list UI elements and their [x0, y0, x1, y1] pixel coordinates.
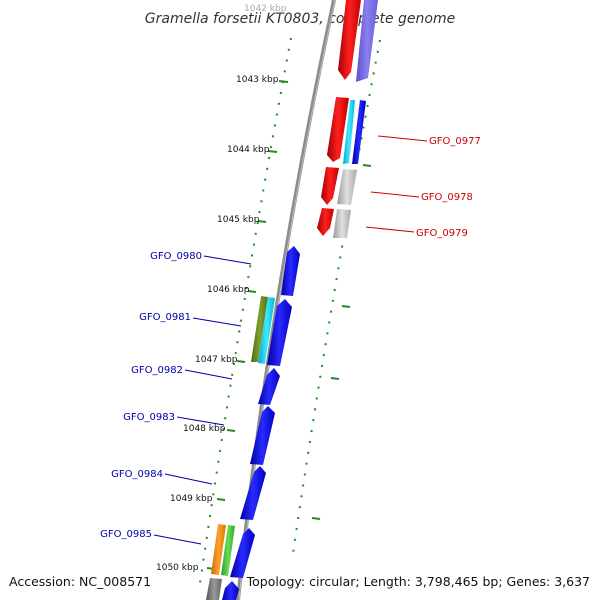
tick-label: 1050 kbp: [156, 563, 199, 573]
reverse-genes: [206, 246, 300, 600]
gene-label-gfo-0977: GFO_0977: [429, 136, 481, 147]
gene-feature: [251, 296, 268, 362]
gene-feature: [258, 368, 280, 405]
gene-feature: [343, 100, 355, 164]
label-leader: [164, 473, 213, 485]
gene-feature: [206, 578, 222, 600]
scale-ring-left: [198, 37, 292, 591]
label-leader: [203, 255, 252, 265]
gene-label-gfo-0979: GFO_0979: [416, 228, 468, 239]
label-leader: [192, 317, 242, 327]
label-leader: [184, 369, 233, 380]
scale-ticks-left: [206, 80, 289, 570]
label-leader: [370, 191, 420, 198]
gene-feature: [317, 208, 334, 236]
gene-label-gfo-0978: GFO_0978: [421, 192, 473, 203]
accession-text: Accession: NC_008571: [9, 574, 151, 589]
gene-feature: [281, 246, 300, 296]
label-leader: [365, 226, 415, 233]
map-title: Gramella forsetii KT0803, complete genom…: [145, 11, 455, 27]
tick-label: 1044 kbp: [227, 145, 270, 155]
left-gene-labels: GFO_0980 GFO_0981 GFO_0982 GFO_0983 GFO_…: [100, 251, 252, 545]
gene-feature: [221, 525, 235, 576]
gene-feature: [250, 406, 275, 465]
gene-label-gfo-0983: GFO_0983: [123, 412, 175, 423]
gene-label-gfo-0985: GFO_0985: [100, 529, 152, 540]
gene-feature: [333, 209, 351, 238]
gene-feature: [230, 528, 255, 578]
tick-label: 1042 kbp: [244, 4, 287, 14]
gene-feature: [267, 299, 292, 366]
label-leader: [377, 135, 428, 142]
forward-genes: [317, 0, 378, 238]
label-leader: [176, 416, 225, 426]
gene-feature: [337, 169, 357, 205]
label-leader: [153, 534, 202, 545]
gene-feature: [211, 524, 226, 575]
tick-labels: 1042 kbp 1043 kbp 1044 kbp 1045 kbp 1046…: [156, 4, 287, 573]
right-gene-labels: GFO_0977 GFO_0978 GFO_0979: [365, 135, 481, 239]
gene-label-gfo-0980: GFO_0980: [150, 251, 202, 262]
tick-label: 1047 kbp: [195, 355, 238, 365]
gene-feature: [352, 100, 366, 164]
scale-ring-right: [291, 39, 381, 561]
scale-ticks-right: [311, 164, 372, 520]
gene-feature: [240, 466, 266, 520]
gene-feature: [327, 97, 349, 162]
tick-label: 1043 kbp: [236, 75, 279, 85]
topology-text: Topology: circular; Length: 3,798,465 bp…: [246, 574, 590, 589]
tick-label: 1049 kbp: [170, 494, 213, 504]
gene-label-gfo-0984: GFO_0984: [111, 469, 163, 480]
gene-label-gfo-0982: GFO_0982: [131, 365, 183, 376]
gene-label-gfo-0981: GFO_0981: [139, 312, 191, 323]
tick-label: 1046 kbp: [207, 285, 250, 295]
gene-feature: [321, 167, 339, 205]
tick-label: 1045 kbp: [217, 215, 260, 225]
gene-feature: [338, 0, 361, 80]
tick-label: 1048 kbp: [183, 424, 226, 434]
gene-feature: [258, 297, 275, 364]
gene-feature: [356, 0, 378, 82]
gene-feature: [222, 581, 239, 600]
